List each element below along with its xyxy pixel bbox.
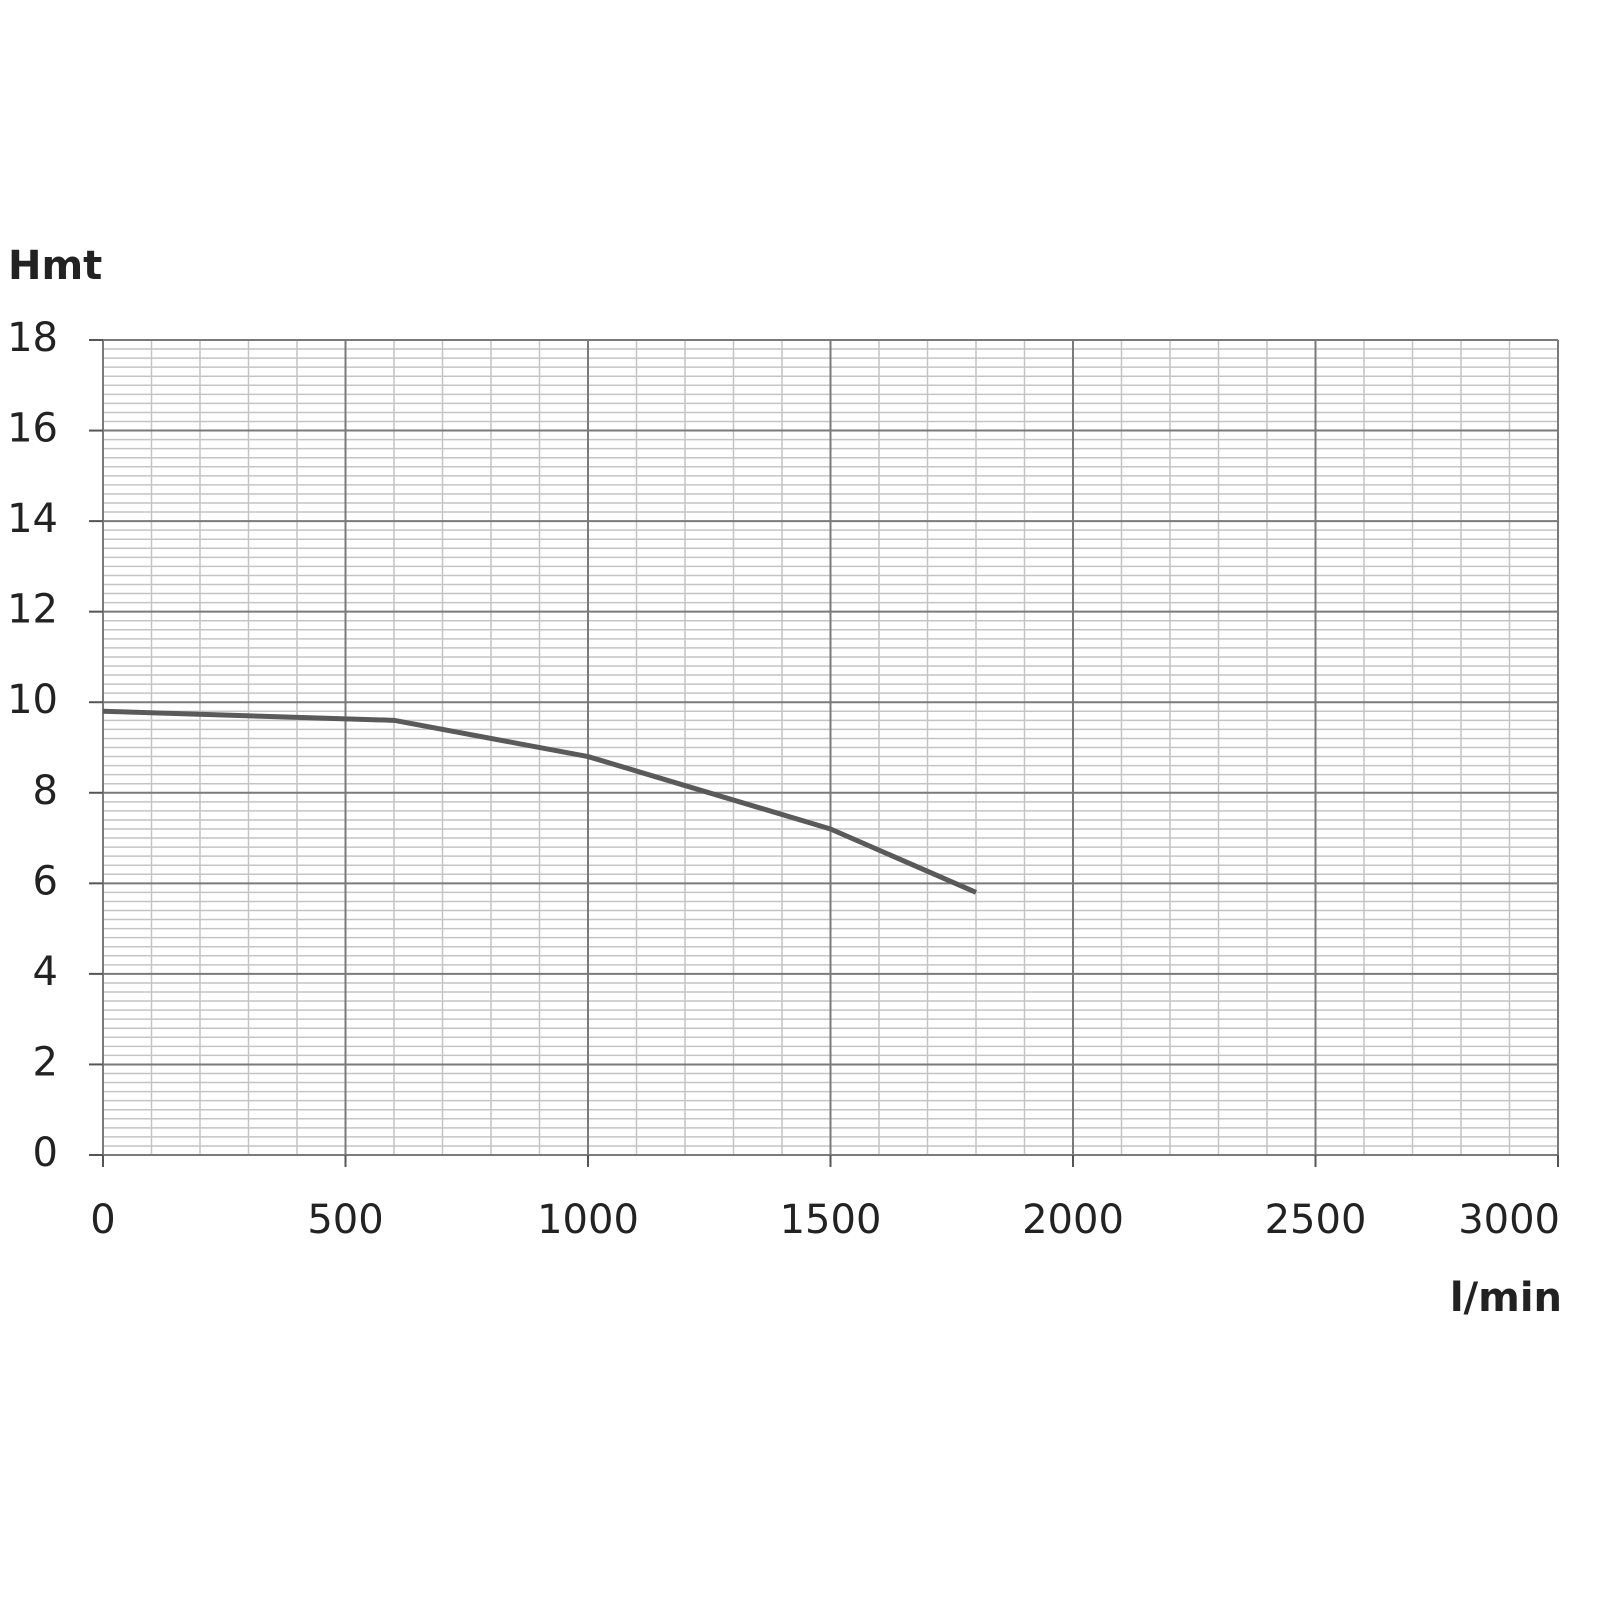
y-tick-label: 18 (7, 315, 58, 361)
y-tick-label: 10 (7, 677, 58, 723)
x-tick-label: 1000 (537, 1197, 639, 1243)
y-tick-label: 6 (33, 858, 58, 904)
y-tick-label: 8 (33, 768, 58, 814)
x-tick-label: 0 (90, 1197, 115, 1243)
y-tick-label: 12 (7, 587, 58, 633)
x-tick-label: 500 (307, 1197, 383, 1243)
x-tick-label: 3000 (1458, 1197, 1560, 1243)
y-tick-label: 16 (7, 406, 58, 452)
grid (102, 339, 1559, 1156)
x-axis-title: l/min (1450, 1275, 1562, 1321)
x-tick-label: 2000 (1022, 1197, 1124, 1243)
y-tick-label: 14 (7, 496, 58, 542)
y-axis-title: Hmt (8, 243, 102, 289)
x-tick-label: 2500 (1265, 1197, 1367, 1243)
y-tick-label: 0 (33, 1130, 58, 1176)
data-line (102, 708, 977, 895)
y-tick-label: 2 (33, 1039, 58, 1085)
y-tick-label: 4 (33, 949, 58, 995)
x-tick-label: 1500 (780, 1197, 882, 1243)
